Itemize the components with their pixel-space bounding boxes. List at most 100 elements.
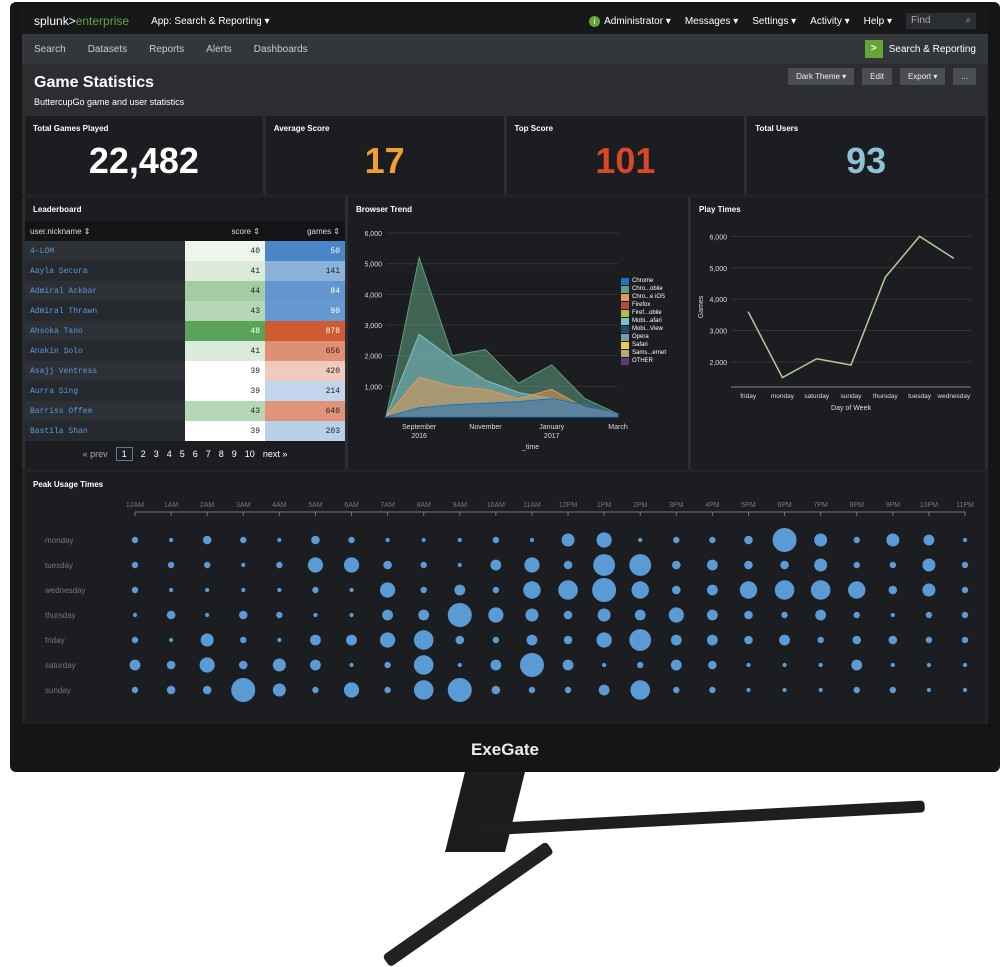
x-tick-label: 6PM	[777, 502, 792, 509]
messages-menu[interactable]: Messages ▾	[684, 15, 739, 27]
nickname-cell[interactable]: Barriss Offee	[25, 401, 185, 421]
nav-dashboards[interactable]: Dashboards	[253, 43, 308, 55]
page-link[interactable]: 9	[231, 449, 237, 459]
legend-item[interactable]: OTHER	[620, 357, 666, 365]
table-row[interactable]: Ahsoka Tano 48 878	[25, 321, 345, 341]
bubble-6AM-friday	[346, 634, 357, 646]
legend-item[interactable]: Chrome	[620, 277, 666, 285]
activity-menu[interactable]: Activity ▾	[810, 15, 850, 27]
page-link[interactable]: 2	[140, 449, 146, 459]
bubble-7AM-tuesday	[383, 560, 392, 570]
legend-item[interactable]: Safari	[620, 341, 666, 349]
legend-item[interactable]: Opera	[620, 333, 666, 341]
bubble-10PM-thursday	[925, 611, 933, 619]
bubble-5AM-tuesday	[307, 557, 324, 573]
table-row[interactable]: Barriss Offee 43 640	[25, 401, 345, 421]
legend-item[interactable]: Mobi...afari	[620, 317, 666, 325]
score-cell: 41	[185, 261, 265, 281]
page-link[interactable]: 1	[115, 447, 133, 461]
settings-menu[interactable]: Settings ▾	[752, 15, 797, 27]
bubble-8AM-saturday	[413, 655, 434, 675]
table-row[interactable]: Asajj Ventress 39 420	[25, 361, 345, 381]
nav-reports[interactable]: Reports	[149, 43, 185, 55]
page-link[interactable]: 7	[205, 449, 211, 459]
column-header-nickname[interactable]: user.nickname ⇕	[25, 221, 185, 241]
table-row[interactable]: 4-LOM 40 50	[25, 241, 345, 261]
table-row[interactable]: Aayla Secura 41 141	[25, 261, 345, 281]
page-link[interactable]: 10	[244, 449, 255, 459]
export-button[interactable]: Export ▾	[899, 68, 946, 85]
legend-swatch	[620, 285, 629, 293]
dark-theme-button[interactable]: Dark Theme ▾	[788, 68, 855, 85]
leaderboard-table: user.nickname ⇕ score ⇕ games ⇕ 4-LOM 40 5…	[25, 221, 345, 441]
nickname-cell[interactable]: Bastila Shan	[25, 421, 185, 441]
bubble-5PM-wednesday	[739, 581, 758, 599]
app-menu[interactable]: App: Search & Reporting ▾	[151, 15, 270, 27]
admin-menu[interactable]: i Administrator ▾	[589, 15, 671, 27]
y-tick-label: 3,000	[364, 323, 382, 330]
legend-label: Mobi...afari	[631, 318, 662, 324]
legend-item[interactable]: Firefox	[620, 301, 666, 309]
bubble-1AM-wednesday	[168, 587, 174, 593]
legend-item[interactable]: Chro...e iOS	[620, 293, 666, 301]
bubble-9PM-tuesday	[889, 561, 897, 569]
column-header-score[interactable]: score ⇕	[185, 221, 265, 241]
nav-datasets[interactable]: Datasets	[87, 43, 128, 55]
page-link[interactable]: 8	[218, 449, 224, 459]
legend-swatch	[620, 309, 629, 317]
page-link[interactable]: 5	[179, 449, 185, 459]
table-row[interactable]: Aurra Sing 39 214	[25, 381, 345, 401]
nickname-cell[interactable]: Aurra Sing	[25, 381, 185, 401]
app-label[interactable]: > Search & Reporting	[864, 40, 976, 58]
bubble-1AM-tuesday	[167, 561, 175, 569]
bubble-11PM-saturday	[962, 662, 968, 668]
bubble-12AM-thursday	[132, 612, 138, 618]
legend-swatch	[620, 317, 629, 325]
legend-item[interactable]: Chro...obile	[620, 285, 666, 293]
table-row[interactable]: Anakin Solo 41 656	[25, 341, 345, 361]
bubble-5AM-friday	[310, 634, 321, 646]
bubble-8PM-tuesday	[853, 561, 860, 569]
next-page-link[interactable]: next »	[262, 449, 288, 459]
bubble-5AM-sunday	[312, 686, 319, 694]
legend-item[interactable]: Sams...ernet	[620, 349, 666, 357]
nav-search[interactable]: Search	[34, 43, 66, 55]
score-cell: 39	[185, 361, 265, 381]
nickname-cell[interactable]: Admiral Ackbar	[25, 281, 185, 301]
bubble-6AM-wednesday	[349, 587, 354, 593]
nickname-cell[interactable]: Asajj Ventress	[25, 361, 185, 381]
play-times-chart: 2,000 3,000 4,000 5,000 6,000 friday monday sat…	[698, 234, 971, 412]
nav-alerts[interactable]: Alerts	[206, 43, 232, 55]
nickname-cell[interactable]: Ahsoka Tano	[25, 321, 185, 341]
edit-button[interactable]: Edit	[862, 68, 892, 85]
find-input[interactable]: Find ⌕	[906, 13, 976, 29]
bubble-5PM-thursday	[744, 610, 753, 620]
play-times-panel: Play Times 2,000 3,000 4,000 5,000 6,000 frid…	[691, 197, 985, 469]
table-row[interactable]: Admiral Thrawn 43 90	[25, 301, 345, 321]
bubble-10PM-monday	[923, 534, 935, 546]
bubble-3AM-saturday	[238, 660, 248, 670]
x-tick-label: 8PM	[850, 502, 865, 509]
y-tick-label: saturday	[45, 661, 76, 670]
splunk-logo[interactable]: splunk>enterprise	[34, 14, 129, 28]
games-cell: 203	[265, 421, 345, 441]
prev-page-link[interactable]: « prev	[82, 449, 108, 459]
page-link[interactable]: 6	[192, 449, 198, 459]
nickname-cell[interactable]: Admiral Thrawn	[25, 301, 185, 321]
page-link[interactable]: 3	[153, 449, 159, 459]
bubble-1PM-friday	[596, 632, 612, 648]
legend-swatch	[620, 325, 629, 333]
table-row[interactable]: Bastila Shan 39 203	[25, 421, 345, 441]
page-link[interactable]: 4	[166, 449, 172, 459]
column-header-games[interactable]: games ⇕	[265, 221, 345, 241]
nickname-cell[interactable]: Aayla Secura	[25, 261, 185, 281]
nickname-cell[interactable]: 4-LOM	[25, 241, 185, 261]
nickname-cell[interactable]: Anakin Solo	[25, 341, 185, 361]
help-menu[interactable]: Help ▾	[863, 15, 892, 27]
legend-item[interactable]: Firef...obile	[620, 309, 666, 317]
bubble-9PM-sunday	[889, 686, 897, 694]
more-button[interactable]: ...	[953, 68, 976, 85]
legend-item[interactable]: Mobi...View	[620, 325, 666, 333]
table-row[interactable]: Admiral Ackbar 44 84	[25, 281, 345, 301]
y-tick-label: thursday	[45, 611, 76, 620]
